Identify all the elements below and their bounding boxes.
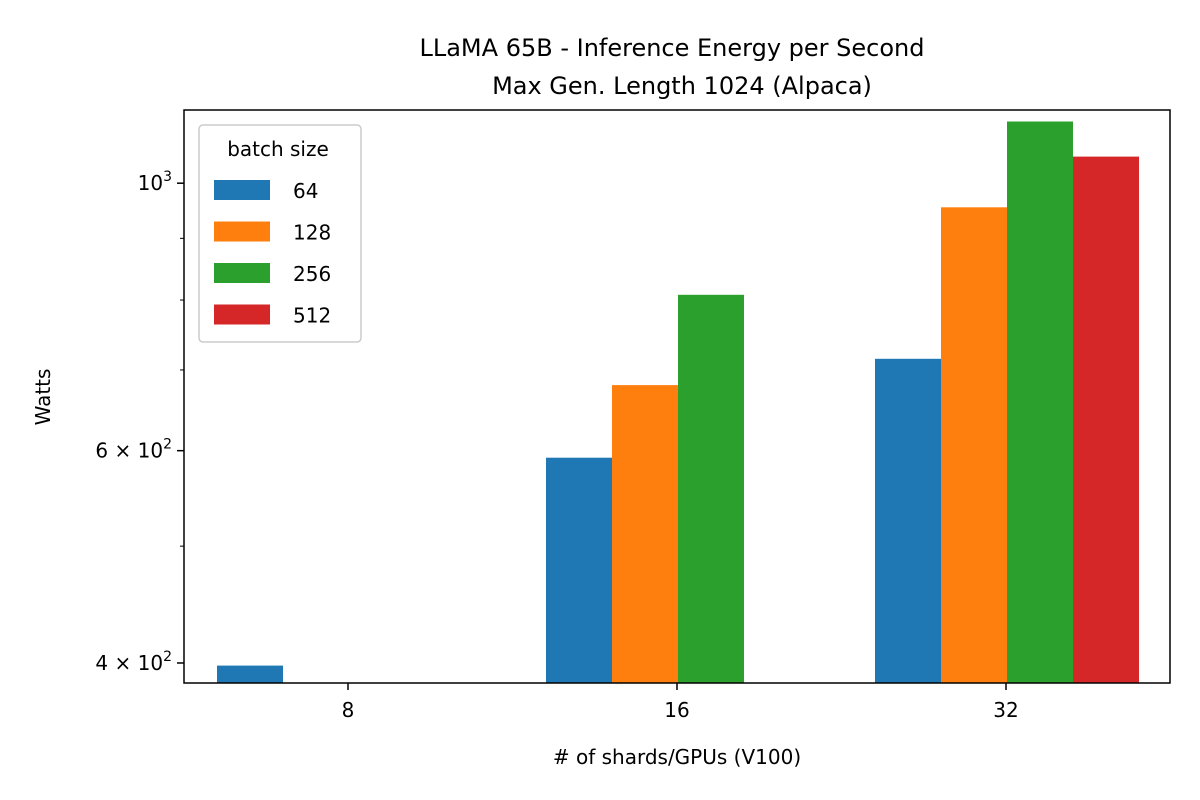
x-axis-label: # of shards/GPUs (V100) xyxy=(553,745,801,769)
legend-label-256: 256 xyxy=(293,262,331,286)
legend-title: batch size xyxy=(227,137,329,161)
legend-swatch-64 xyxy=(214,180,270,200)
bars-layer xyxy=(217,121,1139,684)
plot-frame xyxy=(183,109,1171,684)
bar-256-16 xyxy=(678,294,744,683)
x-tick-label-8: 8 xyxy=(342,698,355,722)
bar-128-16 xyxy=(612,385,678,683)
bar-64-8 xyxy=(217,665,283,683)
bar-512-32 xyxy=(1073,156,1139,684)
chart-title: LLaMA 65B - Inference Energy per Second xyxy=(419,34,924,62)
chart-subtitle: Max Gen. Length 1024 (Alpaca) xyxy=(492,72,872,100)
legend-label-512: 512 xyxy=(293,304,331,328)
y-tick-label-400: 4 × 102 xyxy=(95,649,172,675)
axes-layer: 8 16 32 4 × 102 6 × 102 103 xyxy=(95,109,1171,722)
y-tick-label-1000: 103 xyxy=(138,169,172,195)
x-tick-label-32: 32 xyxy=(993,698,1018,722)
bar-64-16 xyxy=(546,457,612,683)
y-tick-label-600: 6 × 102 xyxy=(95,437,172,463)
legend-swatch-256 xyxy=(214,263,270,283)
legend-swatch-512 xyxy=(214,304,270,325)
bar-128-32 xyxy=(941,207,1007,684)
y-axis-label: Watts xyxy=(31,369,55,426)
legend-label-64: 64 xyxy=(293,179,318,203)
legend-box xyxy=(198,124,362,343)
legend: batch size 64 128 256 512 xyxy=(198,124,362,343)
x-tick-label-16: 16 xyxy=(664,698,689,722)
legend-swatch-128 xyxy=(214,221,270,242)
bar-64-32 xyxy=(875,358,941,683)
legend-label-128: 128 xyxy=(293,221,331,245)
bar-256-32 xyxy=(1007,121,1073,683)
